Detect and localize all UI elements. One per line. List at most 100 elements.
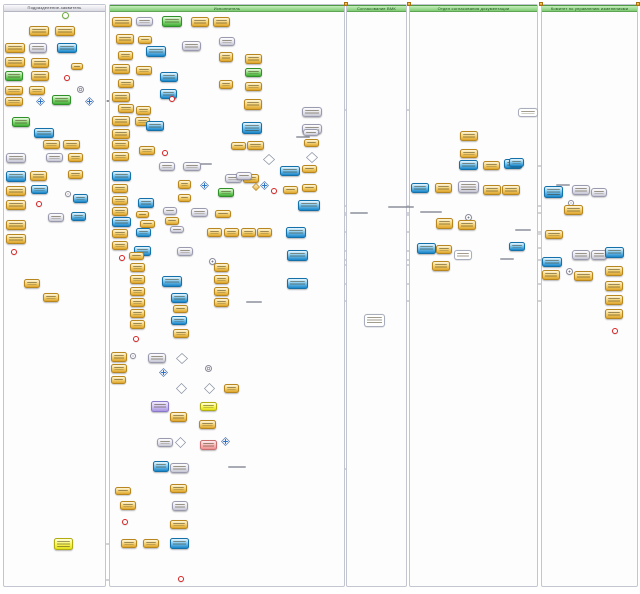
task-node[interactable] (247, 141, 264, 150)
task-node[interactable] (29, 26, 49, 36)
status-task-node[interactable] (160, 72, 178, 82)
task-node[interactable] (68, 170, 83, 179)
task-node[interactable] (224, 228, 239, 237)
task-node[interactable] (219, 80, 233, 89)
task-node[interactable] (435, 183, 452, 193)
task-node[interactable] (112, 92, 130, 102)
subprocess-node[interactable] (236, 172, 252, 180)
exclusive-gateway-icon[interactable] (306, 152, 318, 163)
task-node[interactable] (118, 104, 134, 113)
task-node[interactable] (121, 539, 137, 548)
task-node[interactable] (173, 329, 189, 338)
exclusive-gateway-icon[interactable] (176, 353, 188, 364)
task-node[interactable] (224, 384, 239, 393)
task-node[interactable] (30, 171, 47, 181)
task-node[interactable] (605, 295, 623, 305)
task-node[interactable] (191, 17, 209, 27)
approved-task-node[interactable] (5, 71, 23, 81)
status-task-node[interactable] (298, 200, 320, 211)
task-node[interactable] (564, 205, 583, 215)
subprocess-node[interactable] (29, 43, 47, 53)
task-node[interactable] (120, 501, 136, 510)
status-task-node[interactable] (417, 243, 436, 254)
event-gateway-icon[interactable] (252, 183, 260, 191)
status-task-node[interactable] (286, 227, 306, 238)
end-event-icon[interactable] (36, 201, 42, 207)
task-node[interactable] (219, 52, 233, 62)
task-node[interactable] (112, 64, 130, 74)
task-node[interactable] (283, 186, 298, 194)
task-node[interactable] (6, 186, 26, 196)
task-node[interactable] (302, 165, 317, 173)
task-node[interactable] (302, 184, 317, 192)
status-task-node[interactable] (153, 461, 169, 472)
parallel-gateway-icon[interactable] (221, 437, 230, 446)
subprocess-node[interactable] (572, 250, 590, 260)
status-task-node[interactable] (171, 293, 188, 303)
status-task-node[interactable] (280, 166, 300, 176)
approved-task-node[interactable] (52, 95, 71, 105)
task-node[interactable] (436, 245, 452, 254)
task-node[interactable] (24, 279, 40, 288)
status-task-node[interactable] (170, 538, 189, 549)
end-event-icon[interactable] (122, 519, 128, 525)
status-task-node[interactable] (146, 121, 164, 131)
status-task-node[interactable] (112, 171, 131, 181)
task-node[interactable] (207, 228, 222, 237)
start-event-icon[interactable] (62, 12, 69, 19)
subprocess-node[interactable] (163, 207, 177, 215)
task-node[interactable] (55, 26, 75, 36)
status-task-node[interactable] (138, 198, 154, 208)
annotation-box[interactable] (518, 108, 538, 117)
status-task-node[interactable] (605, 247, 624, 258)
task-node[interactable] (257, 228, 272, 237)
subprocess-node[interactable] (302, 107, 322, 117)
task-node[interactable] (140, 220, 155, 228)
task-node[interactable] (483, 161, 500, 170)
task-node[interactable] (458, 220, 476, 230)
status-task-node[interactable] (544, 186, 563, 198)
task-node[interactable] (6, 234, 26, 244)
task-node[interactable] (112, 207, 128, 216)
task-node[interactable] (138, 36, 152, 44)
highlight-task-node[interactable] (200, 402, 217, 411)
task-node[interactable] (130, 320, 145, 329)
task-node[interactable] (199, 420, 216, 429)
task-node[interactable] (460, 149, 478, 158)
timer-event-icon[interactable] (65, 191, 71, 197)
subprocess-node[interactable] (458, 181, 479, 193)
status-task-node[interactable] (160, 89, 177, 99)
task-node[interactable] (111, 376, 126, 384)
task-node[interactable] (245, 82, 262, 91)
subprocess-node[interactable] (46, 153, 63, 162)
task-node[interactable] (139, 146, 155, 155)
parallel-gateway-icon[interactable] (36, 97, 45, 106)
end-event-icon[interactable] (612, 328, 618, 334)
subprocess-node[interactable] (191, 208, 208, 217)
subprocess-node[interactable] (136, 17, 153, 26)
task-node[interactable] (111, 364, 127, 373)
subprocess-node[interactable] (591, 188, 607, 197)
subprocess-node[interactable] (170, 463, 189, 473)
status-task-node[interactable] (57, 43, 77, 53)
highlight-task-node[interactable] (54, 538, 73, 550)
status-task-node[interactable] (242, 122, 262, 134)
task-node[interactable] (118, 79, 134, 88)
task-node[interactable] (136, 211, 149, 218)
task-node[interactable] (178, 194, 191, 202)
task-node[interactable] (5, 57, 25, 67)
task-node[interactable] (605, 266, 623, 276)
approved-task-node[interactable] (162, 16, 182, 27)
task-node[interactable] (241, 228, 256, 237)
task-node[interactable] (213, 17, 230, 27)
task-node[interactable] (542, 270, 560, 280)
task-node[interactable] (214, 275, 229, 284)
status-task-node[interactable] (411, 183, 429, 193)
status-task-node[interactable] (31, 185, 48, 194)
task-node[interactable] (605, 309, 623, 319)
task-node[interactable] (5, 86, 23, 95)
status-task-node[interactable] (146, 46, 166, 57)
task-node[interactable] (129, 252, 144, 260)
status-task-node[interactable] (287, 250, 308, 261)
intermediate-event-icon[interactable] (205, 365, 212, 372)
